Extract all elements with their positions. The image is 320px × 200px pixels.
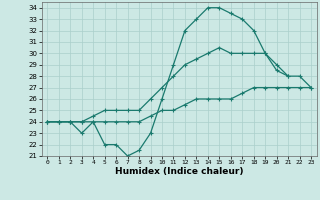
X-axis label: Humidex (Indice chaleur): Humidex (Indice chaleur) — [115, 167, 244, 176]
